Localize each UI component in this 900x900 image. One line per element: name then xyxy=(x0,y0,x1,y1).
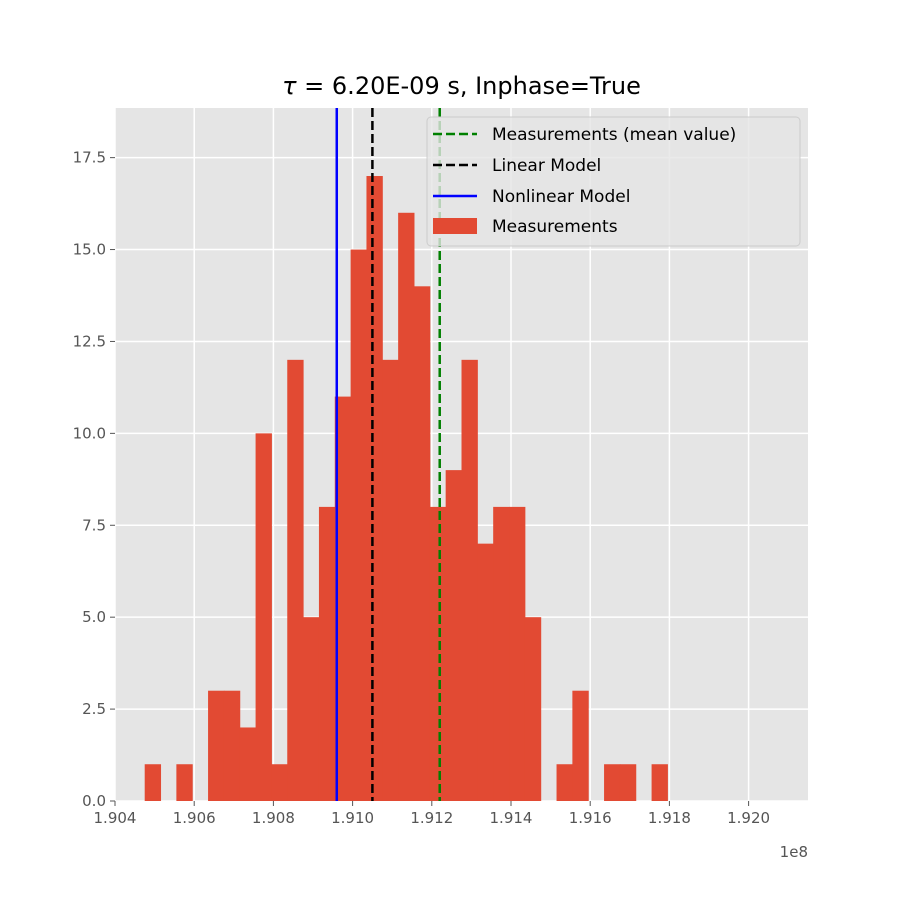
legend-label: Measurements (mean value) xyxy=(492,125,736,145)
histogram-bar xyxy=(366,176,383,802)
x-tick-label: 1.906 xyxy=(173,809,216,827)
histogram-bar xyxy=(271,764,288,801)
histogram-bar xyxy=(287,359,304,801)
histogram-bar xyxy=(255,433,272,801)
x-axis-offset-label: 1e8 xyxy=(780,843,808,861)
legend: Measurements (mean value) Linear Model No… xyxy=(426,116,801,247)
histogram-bar xyxy=(461,359,478,801)
histogram-bar xyxy=(318,506,336,801)
histogram-bar xyxy=(334,396,352,801)
y-tick-label: 12.5 xyxy=(73,332,106,350)
histogram-bar xyxy=(524,617,542,801)
x-tick-label: 1.912 xyxy=(410,809,453,827)
histogram-bar xyxy=(477,543,494,801)
x-tick-label: 1.916 xyxy=(569,809,612,827)
histogram-bar xyxy=(509,506,526,801)
histogram-bar xyxy=(176,764,193,801)
histogram-bar xyxy=(382,359,399,801)
y-tick-label: 5.0 xyxy=(82,608,106,626)
legend-bar-swatch xyxy=(433,218,477,234)
histogram-bar xyxy=(223,690,241,801)
y-axis-ticks: 0.0 2.5 5.0 7.5 10.0 12.5 15.0 17.5 xyxy=(73,149,115,810)
histogram-bar xyxy=(556,764,573,801)
x-tick-label: 1.918 xyxy=(648,809,691,827)
legend-label: Measurements xyxy=(492,217,618,237)
x-tick-label: 1.908 xyxy=(252,809,295,827)
legend-label: Nonlinear Model xyxy=(492,187,630,207)
histogram-bar xyxy=(413,286,431,801)
histogram-bar xyxy=(350,249,367,801)
histogram-bar xyxy=(208,690,225,801)
histogram-bar xyxy=(445,470,462,801)
chart-title-symbol: τ xyxy=(282,72,297,100)
x-tick-label: 1.920 xyxy=(727,809,770,827)
histogram-bars xyxy=(144,176,668,802)
histogram-bar xyxy=(493,506,510,801)
histogram-bar xyxy=(604,764,621,801)
chart-title-text: = 6.20E-09 s, Inphase=True xyxy=(297,72,641,100)
y-tick-label: 2.5 xyxy=(82,700,106,718)
y-tick-label: 0.0 xyxy=(82,792,106,810)
x-tick-label: 1.904 xyxy=(94,809,137,827)
histogram-bar xyxy=(572,690,589,801)
histogram-bar xyxy=(429,506,447,801)
histogram-bar xyxy=(303,617,320,801)
histogram-bar xyxy=(651,764,668,801)
x-axis-ticks: 1.904 1.906 1.908 1.910 1.912 1.914 1.916 1.918… xyxy=(94,801,770,827)
chart-title: τ = 6.20E-09 s, Inphase=True xyxy=(282,72,641,100)
histogram-bar xyxy=(144,764,162,801)
y-tick-label: 17.5 xyxy=(73,149,106,167)
y-tick-label: 15.0 xyxy=(73,241,106,259)
histogram-bar xyxy=(398,212,415,801)
histogram-bar xyxy=(239,727,257,801)
y-tick-label: 10.0 xyxy=(73,424,106,442)
y-tick-label: 7.5 xyxy=(82,516,106,534)
legend-label: Linear Model xyxy=(492,156,601,176)
x-tick-label: 1.910 xyxy=(331,809,374,827)
reference-lines xyxy=(335,108,441,801)
histogram-bar xyxy=(619,764,637,801)
legend-box xyxy=(426,116,801,247)
x-tick-label: 1.914 xyxy=(490,809,533,827)
